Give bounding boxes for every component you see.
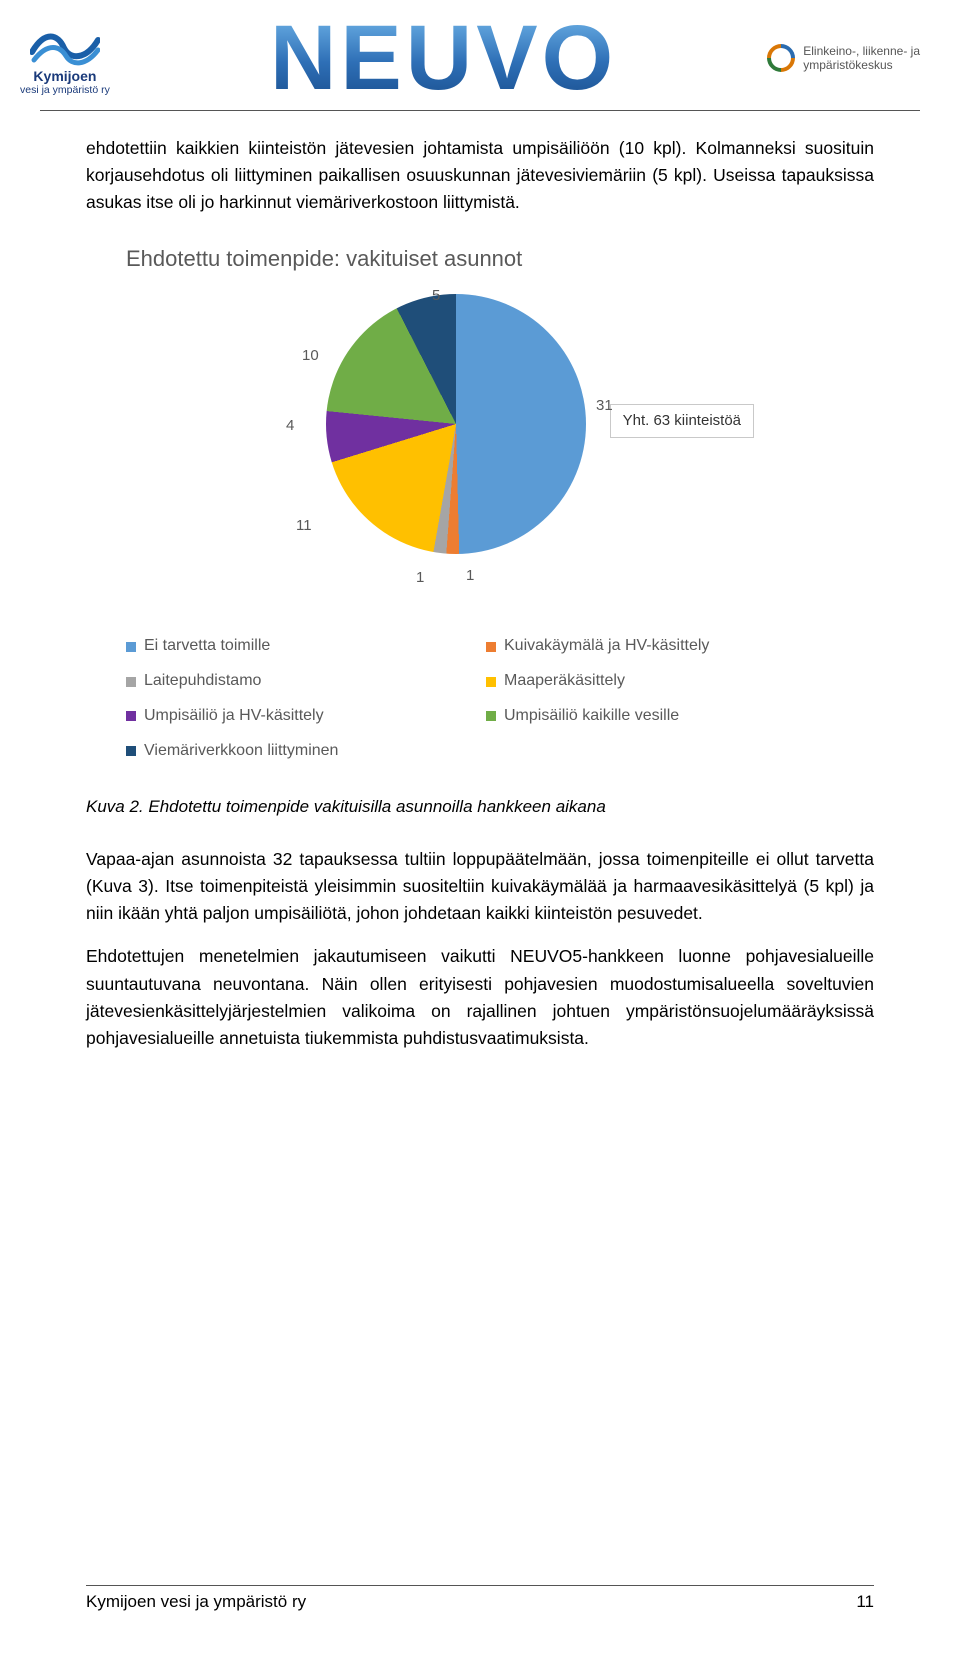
legend-swatch — [486, 642, 496, 652]
pie-value-label: 11 — [296, 514, 312, 537]
brand-text: NEUVO — [120, 12, 767, 104]
legend-label: Laitepuhdistamo — [144, 669, 261, 694]
chart-title: Ehdotettu toimenpide: vakituiset asunnot — [126, 242, 874, 276]
pie-value-label: 5 — [432, 284, 440, 307]
footer-rule — [86, 1585, 874, 1586]
legend-label: Ei tarvetta toimille — [144, 634, 270, 659]
legend-item: Laitepuhdistamo — [126, 669, 426, 694]
figure-caption: Kuva 2. Ehdotettu toimenpide vakituisill… — [86, 794, 874, 820]
pie-value-label: 1 — [416, 566, 424, 589]
legend-label: Viemäriverkkoon liittyminen — [144, 739, 338, 764]
legend-row: Umpisäiliö ja HV-käsittely Umpisäiliö kai… — [126, 704, 834, 729]
paragraph-3: Ehdotettujen menetelmien jakautumiseen v… — [86, 943, 874, 1052]
legend-label: Umpisäiliö kaikille vesille — [504, 704, 679, 729]
legend-item: Umpisäiliö kaikille vesille — [486, 704, 786, 729]
org-name-2: vesi ja ympäristö ry — [20, 84, 110, 96]
paragraph-2: Vapaa-ajan asunnoista 32 tapauksessa tul… — [86, 846, 874, 927]
pie-value-label: 31 — [596, 394, 613, 417]
legend-item: Kuivakäymälä ja HV-käsittely — [486, 634, 786, 659]
ely-mark-icon — [761, 38, 801, 78]
legend-row: Laitepuhdistamo Maaperäkäsittely — [126, 669, 834, 694]
legend-swatch — [126, 711, 136, 721]
ely-logo: Elinkeino-, liikenne- ja ympäristökeskus — [767, 44, 920, 72]
kymijoki-logo: Kymijoen vesi ja ympäristö ry — [20, 20, 110, 96]
pie-chart: Yht. 63 kiinteistöä 3111114105 — [126, 284, 834, 614]
footer-left: Kymijoen vesi ja ympäristö ry — [86, 1592, 306, 1612]
legend-label: Kuivakäymälä ja HV-käsittely — [504, 634, 709, 659]
ely-text: Elinkeino-, liikenne- ja ympäristökeskus — [803, 44, 920, 72]
legend-row: Viemäriverkkoon liittyminen — [126, 739, 834, 764]
legend-swatch — [126, 746, 136, 756]
legend-label: Maaperäkäsittely — [504, 669, 625, 694]
legend-swatch — [486, 711, 496, 721]
page-footer: Kymijoen vesi ja ympäristö ry 11 — [86, 1585, 874, 1612]
legend-item: Umpisäiliö ja HV-käsittely — [126, 704, 426, 729]
org-name-1: Kymijoen — [33, 68, 96, 84]
pie-value-label: 4 — [286, 414, 294, 437]
wave-icon — [30, 20, 100, 68]
pie-value-label: 10 — [302, 344, 319, 367]
legend-item: Viemäriverkkoon liittyminen — [126, 739, 426, 764]
chart-total-box: Yht. 63 kiinteistöä — [610, 404, 754, 437]
page-header: Kymijoen vesi ja ympäristö ry NEUVO Elin… — [0, 0, 960, 104]
chart-legend: Ei tarvetta toimille Kuivakäymälä ja HV-k… — [126, 634, 834, 763]
legend-item: Maaperäkäsittely — [486, 669, 786, 694]
pie-graphic — [326, 294, 586, 554]
legend-swatch — [126, 642, 136, 652]
legend-row: Ei tarvetta toimille Kuivakäymälä ja HV-k… — [126, 634, 834, 659]
legend-swatch — [486, 677, 496, 687]
page-content: ehdotettiin kaikkien kiinteistön jäteves… — [0, 111, 960, 1052]
footer-page-number: 11 — [856, 1592, 874, 1612]
legend-label: Umpisäiliö ja HV-käsittely — [144, 704, 324, 729]
pie-value-label: 1 — [466, 564, 474, 587]
brand-logo: NEUVO — [120, 12, 767, 104]
legend-item: Ei tarvetta toimille — [126, 634, 426, 659]
paragraph-1: ehdotettiin kaikkien kiinteistön jäteves… — [86, 135, 874, 216]
legend-swatch — [126, 677, 136, 687]
